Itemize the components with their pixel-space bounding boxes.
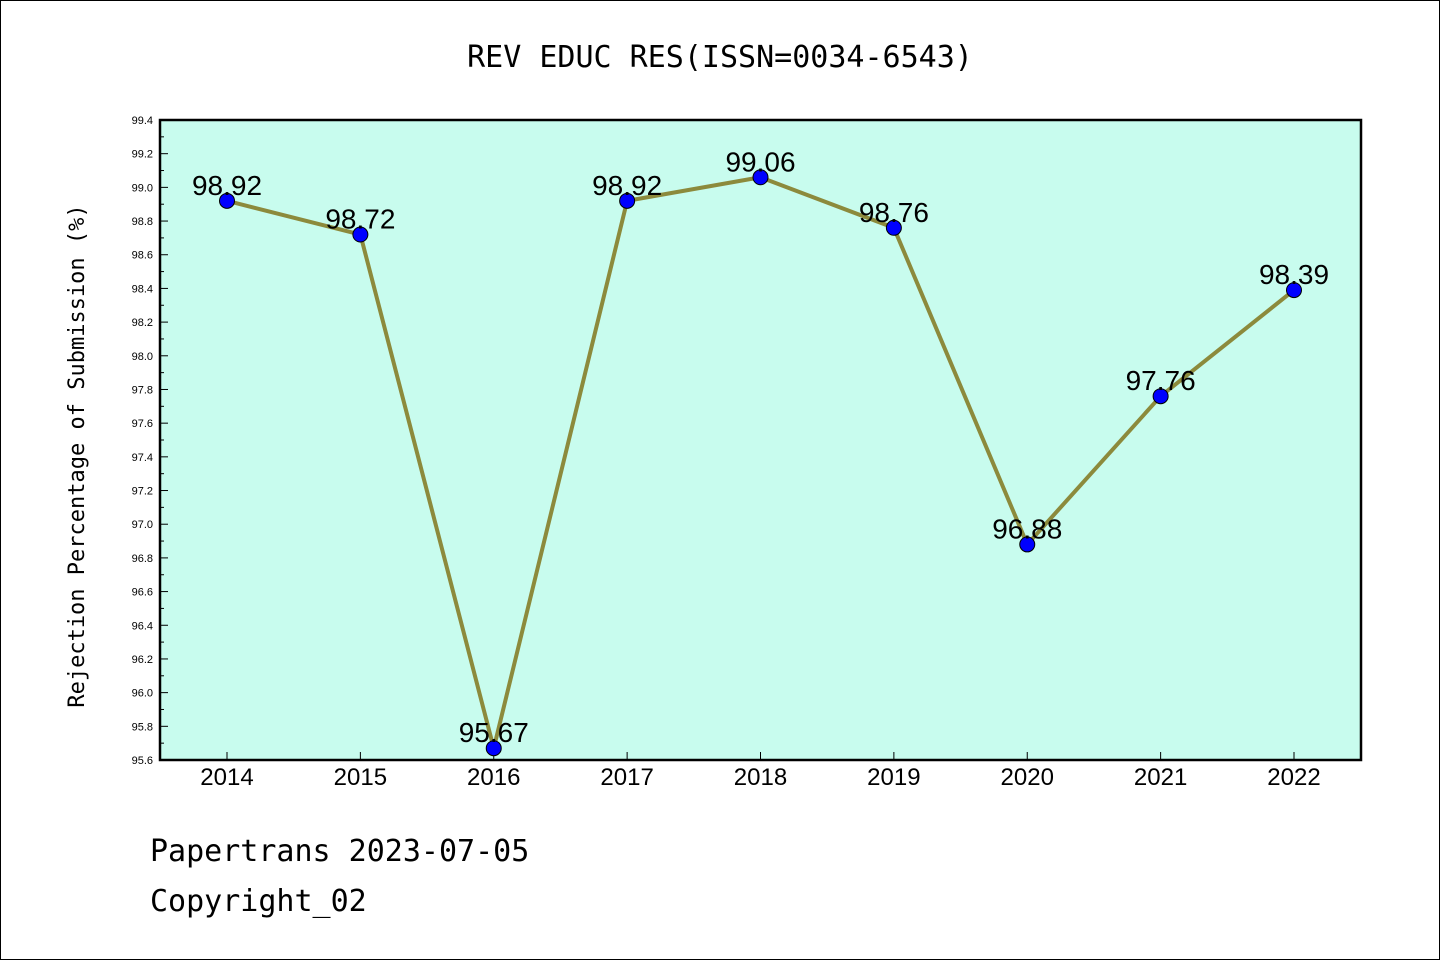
y-axis-ticks: 95.6 95.8 96.0 96.2 96.4 96.6 96.8 97.0 97.2 97.4… (132, 115, 168, 767)
x-tick-label: 2019 (867, 764, 920, 791)
data-point (752, 169, 769, 186)
y-tick-label: 98.4 (132, 283, 153, 295)
x-axis-ticks: 2014 2015 2016 2017 2018 2019 2020 2021 2022 (200, 752, 1321, 791)
data-label: 98.92 (192, 170, 262, 201)
y-tick-label: 95.6 (132, 755, 153, 767)
data-label: 99.06 (725, 146, 795, 177)
chart-title: REV EDUC RES(ISSN=0034-6543) (467, 40, 973, 75)
data-label: 97.76 (1126, 365, 1196, 396)
y-tick-label: 99.2 (132, 149, 153, 161)
x-tick-label: 2020 (1001, 764, 1054, 791)
y-tick-label: 98.6 (132, 250, 153, 262)
x-tick-label: 2016 (467, 764, 520, 791)
series-markers (219, 169, 1302, 757)
data-label: 95.67 (459, 717, 529, 748)
data-labels: 98.92 98.72 95.67 98.92 99.06 98.76 96.88 97.76… (192, 146, 1329, 748)
y-tick-label: 96.2 (132, 654, 153, 666)
x-tick-label: 2022 (1267, 764, 1320, 791)
data-point (1152, 388, 1169, 405)
x-tick-label: 2015 (334, 764, 387, 791)
y-tick-label: 98.2 (132, 317, 153, 329)
data-point (219, 192, 235, 209)
data-label: 98.92 (592, 170, 662, 201)
data-label: 98.39 (1259, 259, 1329, 290)
x-tick-label: 2017 (600, 764, 653, 791)
plot-border (158, 118, 1363, 762)
data-point (352, 226, 369, 243)
data-label: 98.72 (325, 204, 395, 235)
data-point (485, 740, 502, 757)
y-axis-label: Rejection Percentage of Submission (%) (65, 204, 90, 707)
y-tick-label: 99.0 (132, 182, 153, 194)
y-tick-label: 95.8 (132, 721, 153, 733)
y-tick-label: 97.2 (132, 486, 153, 498)
data-label: 96.88 (992, 513, 1062, 544)
data-point (619, 192, 636, 209)
footer-line-2: Copyright_02 (150, 884, 367, 919)
y-tick-label: 96.6 (132, 587, 153, 599)
x-tick-label: 2018 (734, 764, 787, 791)
footer-line-1: Papertrans 2023-07-05 (150, 834, 530, 869)
data-point (1019, 536, 1036, 553)
data-point (1286, 282, 1302, 299)
y-tick-label: 96.0 (132, 688, 153, 700)
y-tick-label: 96.4 (132, 620, 153, 632)
y-tick-label: 97.6 (132, 418, 153, 430)
data-label: 98.76 (859, 197, 929, 228)
y-tick-label: 96.8 (132, 553, 153, 565)
y-tick-label: 97.4 (132, 452, 153, 464)
y-tick-label: 99.4 (132, 115, 153, 127)
y-tick-label: 97.8 (132, 384, 153, 396)
x-tick-label: 2021 (1134, 764, 1187, 791)
y-tick-label: 97.0 (132, 519, 153, 531)
x-tick-label: 2014 (200, 764, 253, 791)
data-point (885, 219, 902, 236)
y-tick-label: 98.0 (132, 351, 153, 363)
y-tick-label: 98.8 (132, 216, 153, 228)
